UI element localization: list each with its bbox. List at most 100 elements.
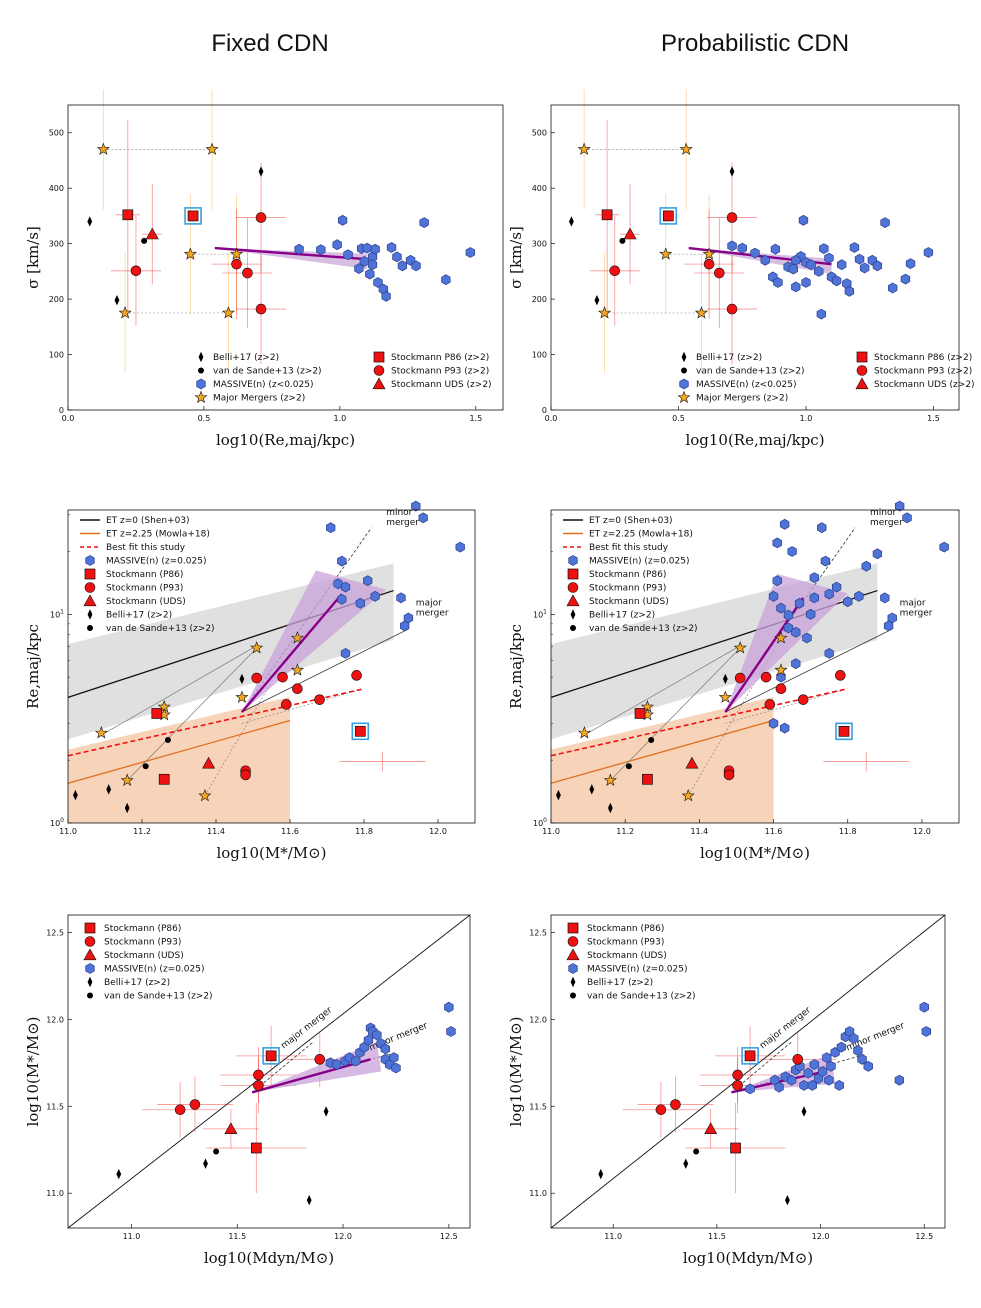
sigma_left-legend-label: Major Mergers (z>2) [213, 394, 305, 404]
mass_left-annot-major: major merger [280, 1005, 335, 1051]
sigma_right-p86-boxed-point-box [659, 207, 678, 225]
sigma_left-belli-point [87, 216, 93, 227]
sigma_right-merger-star [679, 142, 693, 155]
sigma_left-xtick-label: 0.0 [62, 414, 75, 423]
size_right-legend-symbol [570, 609, 576, 620]
sigma_left-merger-star [205, 142, 219, 155]
size_left-massive-point [337, 593, 347, 605]
mass_left-p93-point [253, 1069, 264, 1081]
sigma_left-massive-point [362, 242, 372, 254]
mass_left-p86-boxed-point [265, 1050, 277, 1062]
size_right-massive-point [772, 575, 782, 587]
size_left-trend-line [240, 593, 343, 713]
size_right-massive-point [939, 541, 949, 553]
size_left-p93-point [280, 699, 292, 710]
mass_right-legend-symbol [567, 922, 579, 934]
size_left-belli-point [106, 784, 112, 795]
mass_left-legend-label: Stockmann (P93) [104, 938, 181, 948]
mass_left-massive-point [446, 1026, 456, 1037]
size_left-merger-star [290, 631, 304, 644]
size_right-massive-point [843, 596, 853, 608]
size_left-legend-symbol [87, 609, 93, 620]
sigma_right-legend-symbol [855, 377, 869, 390]
mass_left-legend-symbol [84, 922, 96, 934]
sigma_right-massive-point [816, 308, 826, 320]
size_right-massive-point [883, 620, 894, 632]
sigma_right-massive-point [737, 242, 747, 254]
mass_right-xtick-label: 11.0 [604, 1232, 622, 1241]
sigma_right-massive-point [791, 254, 801, 266]
size_right-massive-point [779, 518, 790, 530]
size_left-annot-minor: minor [386, 508, 412, 518]
sigma_right-legend-label: van de Sande+13 (z>2) [696, 367, 805, 377]
mass_right-massive-point [857, 1053, 867, 1065]
mass_right-massive-point [836, 1041, 846, 1053]
size_left-p93-point [314, 694, 325, 705]
mass_left-belli-point [306, 1194, 312, 1206]
size_right-belli-point [589, 784, 595, 795]
sigma_right-frame [550, 104, 960, 411]
size_right-legend-label: Stockmann (P86) [589, 570, 666, 580]
size_left-p86-point [151, 708, 163, 719]
mass_right-ytick-label: 11.0 [529, 1189, 547, 1198]
sigma_right-legend-symbol [856, 351, 868, 363]
mass_right-belli-point [801, 1106, 807, 1117]
sigma_right-massive-point [849, 242, 860, 253]
size_left-p86-point [158, 773, 170, 785]
sigma_right-massive-point [854, 253, 865, 265]
sigma_left-ytick-label: 500 [49, 129, 64, 138]
size_left-p93-point [292, 683, 303, 695]
size_right-massive-point [817, 522, 827, 534]
size_left-massive-point [455, 541, 465, 553]
size_left-massive-point [363, 575, 373, 587]
size_right-massive-point [854, 590, 864, 602]
sigma_left-vandesande-point [141, 237, 148, 244]
size_right-massive-point [831, 581, 842, 593]
size_right-merger-star [603, 773, 617, 787]
size_left-annot-minor-2: merger [386, 518, 419, 528]
size_right-ytick-label: 101 [533, 608, 547, 619]
mass_right-vandesande-point [693, 1148, 700, 1155]
sigma_left-ytick-label: 100 [49, 351, 64, 360]
sigma_left-belli-point [258, 166, 264, 177]
mass_right-ytick-label: 12.0 [529, 1015, 547, 1024]
sigma_right-trend-band [688, 248, 832, 275]
sigma_right-merger-star [597, 306, 612, 319]
size_left-legend-symbol [84, 568, 96, 580]
size_right-massive-point [824, 588, 834, 600]
mass_left-frame [67, 914, 471, 1229]
sigma_right-massive-point [750, 247, 760, 259]
sigma_right-legend-symbol [681, 367, 687, 374]
size_right-massive-point [776, 602, 786, 614]
size_right-legend-label: Belli+17 (z>2) [589, 611, 655, 621]
size_right-mowla-line [550, 719, 774, 784]
mass_left-ytick-label: 12.0 [46, 1015, 64, 1024]
size_left-xtick-label: 11.6 [281, 827, 299, 836]
mass_right-ylabel: log10(M*/M⊙) [507, 1016, 525, 1126]
size_left-merger-track [104, 647, 254, 734]
mass_right-p93-point [732, 1069, 743, 1081]
sigma_left-ytick-label: 200 [49, 295, 64, 304]
sigma_left-p93-point [242, 267, 253, 279]
size_right-annot-major-2: merger [900, 609, 933, 619]
sigma_right-merger-star [702, 247, 716, 260]
sigma_left-massive-point [354, 263, 364, 275]
size_left-massive-point [400, 620, 410, 632]
mass_left-p93-point [314, 1054, 326, 1065]
size_left-frame [67, 509, 476, 824]
mass_right-annot-major: major merger [758, 1005, 813, 1051]
mass_left-uds-point [224, 1122, 238, 1134]
sigma_left-trend-line [214, 246, 368, 261]
mass_right-major-merger-arrow [731, 1041, 792, 1093]
mass_left-ytick-label: 11.5 [46, 1102, 64, 1111]
mass_right-uds-point [704, 1122, 718, 1134]
sigma_right-belli-point [594, 295, 600, 306]
size_right-p93-point [797, 694, 809, 705]
sigma_left-p93-point [255, 303, 267, 315]
size_left-legend-label: ET z=2.25 (Mowla+18) [106, 530, 210, 540]
sigma_right-xlabel: log10(Re,maj/kpc) [685, 431, 824, 449]
size_right-legend-label: Stockmann (P93) [589, 584, 666, 594]
size_right-massive-point [768, 717, 779, 729]
mass_right-massive-point [863, 1060, 873, 1072]
